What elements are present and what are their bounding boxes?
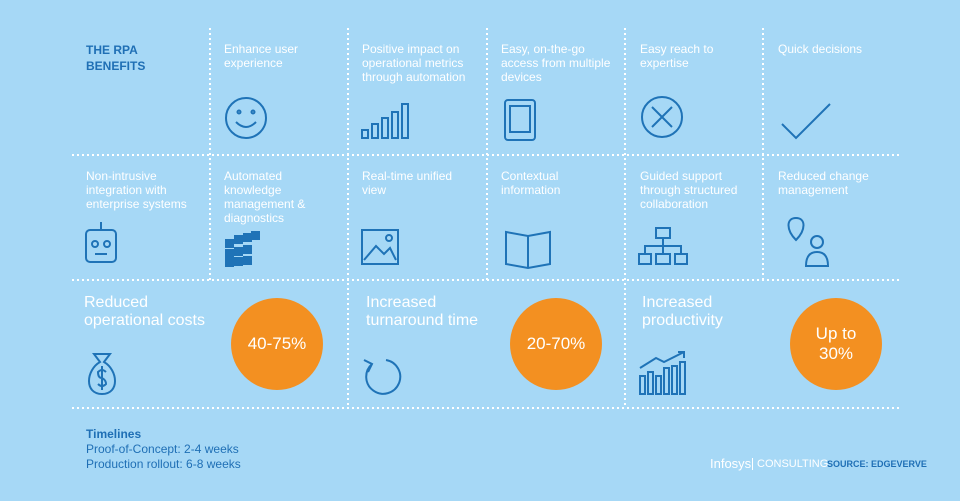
moneybag-icon (88, 353, 116, 396)
timeline-item: Proof-of-Concept: 2-4 weeks (86, 442, 239, 456)
icons (85, 96, 831, 396)
metric-value: 20-70% (526, 334, 586, 353)
check-icon (781, 103, 831, 140)
benefit-label: Positive impact on operational metrics t… (362, 42, 466, 84)
benefit-label: Real-time unified view (362, 169, 453, 197)
metric-label: Increased turnaround time (366, 294, 479, 329)
metric-value: 40-75% (247, 334, 307, 353)
division: CONSULTING (752, 458, 828, 470)
refresh-icon (363, 359, 402, 395)
image-icon (361, 229, 399, 265)
smiley-icon (225, 97, 267, 139)
benefit-label: Automated knowledge management & diagnos… (224, 169, 306, 225)
benefit-label: Enhance user experience (224, 42, 299, 70)
hierarchy-icon (638, 227, 688, 265)
robot-icon (85, 222, 117, 263)
brand: Infosys (710, 456, 752, 471)
metric-label: Increased productivity (642, 294, 723, 329)
title: THE RPA BENEFITS (86, 43, 146, 73)
benefit-label: Easy, on-the-go access from multiple dev… (501, 42, 611, 84)
tablet-icon (504, 99, 536, 141)
benefit-label: Quick decisions (778, 42, 863, 56)
grid (72, 28, 902, 409)
metric-circle: 20-70% (510, 298, 602, 390)
metric-value: Up to 30% (815, 324, 857, 363)
benefit-label: Reduced change management (778, 169, 869, 197)
benefit-label: Guided support through structured collab… (640, 169, 738, 211)
benefit-label: Non-intrusive integration with enterpris… (86, 169, 187, 211)
source: SOURCE: EDGEVERVE (827, 459, 927, 469)
support-icon (641, 96, 683, 138)
growth-icon (639, 351, 686, 395)
location-person-icon (787, 216, 830, 267)
timelines-title: Timelines (86, 427, 142, 441)
book-icon (505, 230, 551, 270)
metric-label: Reduced operational costs (84, 294, 205, 329)
blocks-icon (225, 231, 260, 267)
benefit-label: Contextual information (501, 169, 561, 197)
benefit-label: Easy reach to expertise (640, 42, 714, 70)
timeline-item: Production rollout: 6-8 weeks (86, 457, 241, 471)
bars-icon (361, 103, 409, 139)
metric-circle: Up to 30% (790, 298, 882, 390)
metric-circle: 40-75% (231, 298, 323, 390)
